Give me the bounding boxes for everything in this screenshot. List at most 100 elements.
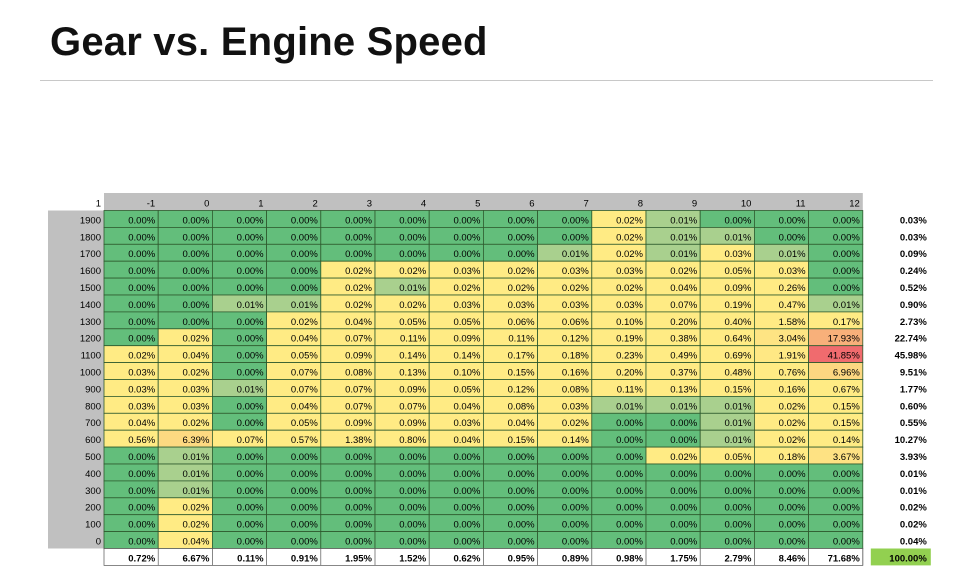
cell-value: 0.00% — [616, 452, 643, 463]
cell-value: 0.00% — [779, 503, 806, 514]
cell-value: 0.10% — [616, 317, 643, 328]
column-total: 0.98% — [616, 553, 643, 564]
rpm-label-200: 200 — [85, 503, 101, 514]
title-divider — [40, 80, 933, 81]
cell-value: 0.00% — [237, 418, 264, 429]
cell-value: 0.00% — [291, 249, 318, 260]
cell-value: 0.04% — [291, 401, 318, 412]
cell-value: 0.00% — [182, 249, 209, 260]
cell-value: 0.02% — [453, 283, 480, 294]
cell-value: 0.76% — [779, 368, 806, 379]
column-total: 1.95% — [345, 553, 372, 564]
cell-value: 0.02% — [182, 503, 209, 514]
column-total: 2.79% — [724, 553, 751, 564]
cell-value: 0.00% — [453, 537, 480, 548]
cell-value: 0.03% — [128, 384, 155, 395]
cell-value: 0.15% — [508, 435, 535, 446]
row-total: 10.27% — [895, 435, 928, 446]
cell-value: 0.00% — [291, 486, 318, 497]
cell-value: 0.00% — [237, 401, 264, 412]
cell-value: 0.00% — [508, 215, 535, 226]
column-total: 1.52% — [399, 553, 426, 564]
cell-value: 0.01% — [616, 401, 643, 412]
rpm-label-1100: 1100 — [81, 351, 101, 362]
cell-value: 0.56% — [128, 435, 155, 446]
rpm-label-300: 300 — [85, 486, 101, 497]
cell-value: 3.67% — [833, 452, 860, 463]
column-total: 1.75% — [670, 553, 697, 564]
cell-value: 0.00% — [508, 537, 535, 548]
cell-value: 0.02% — [182, 520, 209, 531]
cell-value: 0.00% — [724, 503, 751, 514]
cell-value: 0.01% — [670, 232, 697, 243]
cell-value: 0.00% — [399, 520, 426, 531]
cell-value: 0.15% — [724, 384, 751, 395]
row-total: 22.74% — [895, 334, 928, 345]
row-total: 0.02% — [900, 503, 927, 514]
cell-value: 0.09% — [724, 283, 751, 294]
cell-value: 0.00% — [453, 469, 480, 480]
cell-value: 0.04% — [453, 435, 480, 446]
cell-value: 0.00% — [562, 537, 589, 548]
cell-value: 0.06% — [508, 317, 535, 328]
rpm-label-1000: 1000 — [80, 368, 101, 379]
cell-value: 0.00% — [724, 215, 751, 226]
cell-value: 0.20% — [670, 317, 697, 328]
cell-value: 0.01% — [237, 384, 264, 395]
cell-value: 6.39% — [182, 435, 209, 446]
cell-value: 0.02% — [291, 317, 318, 328]
cell-value: 0.12% — [562, 334, 589, 345]
cell-value: 0.02% — [508, 283, 535, 294]
cell-value: 0.14% — [399, 351, 426, 362]
cell-value: 0.00% — [345, 537, 372, 548]
cell-value: 0.01% — [724, 435, 751, 446]
cell-value: 0.08% — [508, 401, 535, 412]
rpm-label-1400: 1400 — [80, 300, 101, 311]
cell-value: 0.03% — [128, 401, 155, 412]
cell-value: 0.03% — [182, 401, 209, 412]
row-total: 0.09% — [900, 249, 927, 260]
cell-value: 0.04% — [345, 317, 372, 328]
cell-value: 0.02% — [616, 232, 643, 243]
cell-value: 0.00% — [562, 520, 589, 531]
gear-header-12: 12 — [849, 199, 860, 210]
cell-value: 0.00% — [616, 418, 643, 429]
rpm-label-600: 600 — [85, 435, 101, 446]
cell-value: 0.00% — [237, 537, 264, 548]
row-total: 0.03% — [900, 232, 927, 243]
cell-value: 0.00% — [670, 469, 697, 480]
cell-value: 0.04% — [128, 418, 155, 429]
cell-value: 0.03% — [562, 300, 589, 311]
cell-value: 0.00% — [724, 537, 751, 548]
cell-value: 0.00% — [128, 249, 155, 260]
cell-value: 0.00% — [399, 232, 426, 243]
cell-value: 0.00% — [182, 266, 209, 277]
cell-value: 0.17% — [833, 317, 860, 328]
cell-value: 0.00% — [182, 215, 209, 226]
cell-value: 0.16% — [779, 384, 806, 395]
cell-value: 0.00% — [508, 232, 535, 243]
cell-value: 0.01% — [724, 418, 751, 429]
cell-value: 0.00% — [453, 452, 480, 463]
cell-value: 0.02% — [562, 283, 589, 294]
cell-value: 0.00% — [833, 283, 860, 294]
cell-value: 0.00% — [182, 317, 209, 328]
cell-value: 0.00% — [399, 452, 426, 463]
cell-value: 0.07% — [399, 401, 426, 412]
cell-value: 0.11% — [400, 334, 427, 345]
cell-value: 0.00% — [399, 503, 426, 514]
cell-value: 0.00% — [291, 452, 318, 463]
rpm-label-1500: 1500 — [80, 283, 101, 294]
cell-value: 0.02% — [345, 300, 372, 311]
cell-value: 0.00% — [128, 232, 155, 243]
cell-value: 0.00% — [399, 249, 426, 260]
cell-value: 0.07% — [291, 368, 318, 379]
cell-value: 0.01% — [724, 232, 751, 243]
cell-value: 0.07% — [670, 300, 697, 311]
cell-value: 0.00% — [128, 300, 155, 311]
gear-header-11: 11 — [796, 199, 806, 210]
cell-value: 0.13% — [399, 368, 426, 379]
cell-value: 0.00% — [237, 520, 264, 531]
cell-value: 0.00% — [453, 249, 480, 260]
cell-value: 0.11% — [508, 334, 535, 345]
